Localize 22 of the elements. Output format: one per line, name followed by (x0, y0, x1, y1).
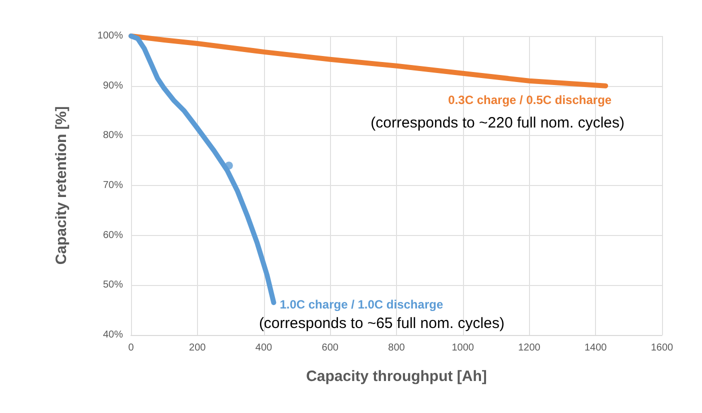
x-axis-title: Capacity throughput [Ah] (306, 368, 487, 385)
x-tick-label: 1600 (650, 342, 674, 354)
y-tick-label: 70% (102, 180, 124, 191)
x-tick-label: 0 (128, 342, 134, 354)
x-tick-label: 200 (189, 342, 206, 354)
x-tick-label: 800 (388, 342, 406, 354)
series-label: 1.0C charge / 1.0C discharge (280, 298, 444, 312)
x-tick-label: 1200 (518, 342, 541, 354)
x-tick-label: 400 (255, 342, 273, 354)
y-axis-title: Capacity retention [%] (53, 106, 70, 265)
y-tick-label: 50% (102, 280, 124, 291)
y-tick-label: 100% (97, 30, 124, 42)
y-tick-label: 80% (102, 130, 124, 142)
y-tick-label: 40% (102, 330, 124, 340)
series-label: 0.3C charge / 0.5C discharge (448, 92, 612, 107)
y-tick-label: 60% (102, 230, 124, 241)
x-tick-label: 600 (322, 342, 339, 354)
annotation: (corresponds to ~220 full nom. cycles) (370, 114, 625, 132)
x-tick-label: 1400 (584, 342, 608, 354)
y-tick-label: 90% (102, 80, 124, 92)
x-tick-label: 1000 (452, 342, 474, 354)
annotation: (corresponds to ~65 full nom. cycles) (258, 315, 504, 332)
